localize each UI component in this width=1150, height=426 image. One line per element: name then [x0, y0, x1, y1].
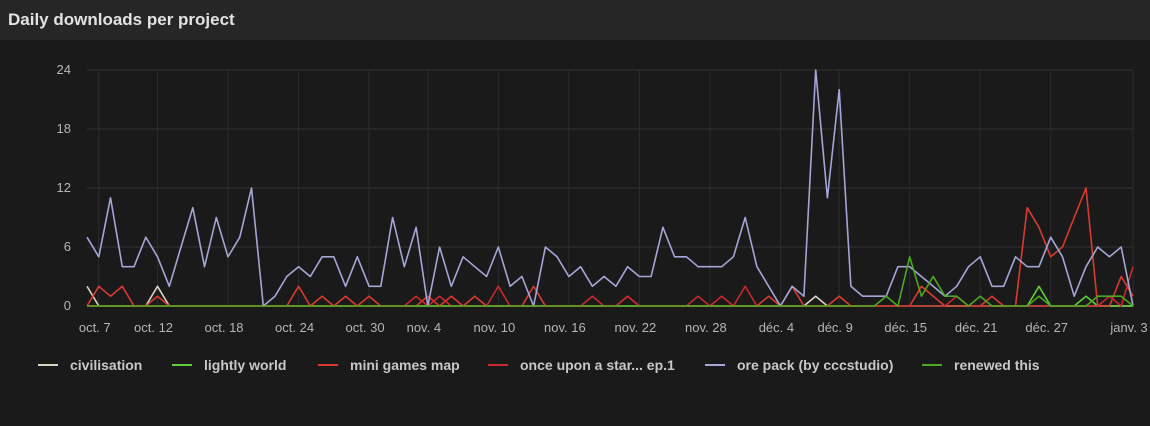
x-tick-label: oct. 7 [79, 320, 111, 335]
chart-area: 0 6 12 18 24 oct. 7 oct. 12 oct. 18 oct. 24 oct.… [0, 40, 1150, 421]
series-line-0 [86, 285, 1133, 307]
x-tick-label: nov. 16 [544, 320, 586, 335]
legend-item-4[interactable]: ore pack (by cccstudio) [705, 357, 893, 373]
x-tick-label: janv. 3 [1109, 320, 1147, 335]
legend-label: mini games map [350, 357, 460, 373]
x-tick-label: oct. 12 [134, 320, 173, 335]
panel-title: Daily downloads per project [8, 10, 235, 29]
legend-item-5[interactable]: renewed this [922, 357, 1040, 373]
x-tick-label: nov. 28 [685, 320, 727, 335]
x-tick-label: nov. 22 [615, 320, 657, 335]
series-line-1 [87, 285, 1133, 307]
y-tick-label: 18 [57, 121, 71, 136]
legend-item-0[interactable]: civilisation [38, 357, 142, 373]
x-axis: oct. 7 oct. 12 oct. 18 oct. 24 oct. 30 nov. 4… [79, 320, 1148, 335]
legend-label: renewed this [954, 357, 1040, 373]
x-tick-label: déc. 15 [884, 320, 927, 335]
y-tick-label: 24 [57, 62, 71, 77]
x-tick-label: oct. 18 [205, 320, 244, 335]
legend-item-2[interactable]: mini games map [318, 357, 460, 373]
series-line-4 [86, 69, 1134, 307]
y-tick-label: 0 [64, 298, 71, 313]
grid [87, 69, 1134, 307]
legend-item-1[interactable]: lightly world [172, 357, 286, 373]
x-tick-label: nov. 4 [407, 320, 441, 335]
x-tick-label: oct. 30 [346, 320, 385, 335]
x-tick-label: nov. 10 [474, 320, 516, 335]
y-tick-label: 12 [57, 180, 71, 195]
x-tick-label: déc. 9 [817, 320, 852, 335]
panel-header: Daily downloads per project [0, 0, 1150, 40]
legend[interactable]: civilisation lightly world mini games map o… [38, 357, 1040, 373]
series-lines [86, 69, 1134, 307]
x-tick-label: déc. 4 [759, 320, 794, 335]
legend-label: ore pack (by cccstudio) [737, 357, 893, 373]
legend-label: lightly world [204, 357, 286, 373]
x-tick-label: déc. 21 [955, 320, 998, 335]
y-axis: 0 6 12 18 24 [57, 62, 71, 313]
legend-label: civilisation [70, 357, 142, 373]
legend-label: once upon a star... ep.1 [520, 357, 675, 373]
series-line-5 [87, 256, 1134, 307]
legend-item-3[interactable]: once upon a star... ep.1 [488, 357, 675, 373]
y-tick-label: 6 [64, 239, 71, 254]
x-tick-label: déc. 27 [1025, 320, 1068, 335]
x-tick-label: oct. 24 [275, 320, 314, 335]
